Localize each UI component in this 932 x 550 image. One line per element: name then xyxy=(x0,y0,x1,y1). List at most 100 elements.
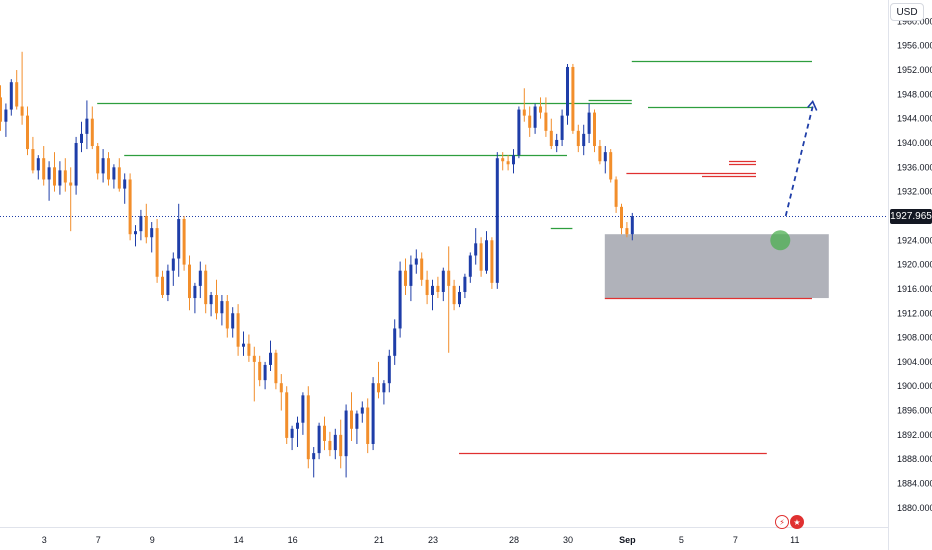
candle[interactable] xyxy=(420,252,424,286)
candle[interactable] xyxy=(171,252,175,286)
candle[interactable] xyxy=(603,146,607,174)
candle[interactable] xyxy=(123,173,127,204)
candle[interactable] xyxy=(630,212,634,241)
candle[interactable] xyxy=(285,386,289,444)
events-badges[interactable]: ⚡ ★ xyxy=(775,515,804,529)
candle[interactable] xyxy=(328,431,332,457)
candle[interactable] xyxy=(560,109,564,147)
candle[interactable] xyxy=(549,118,553,150)
candle[interactable] xyxy=(458,285,461,308)
candle[interactable] xyxy=(355,410,359,444)
candle[interactable] xyxy=(474,228,478,265)
candle[interactable] xyxy=(139,209,143,241)
us-flag-icon[interactable]: ★ xyxy=(790,515,804,529)
candle[interactable] xyxy=(290,425,294,451)
candle[interactable] xyxy=(4,103,8,137)
candle[interactable] xyxy=(441,267,445,302)
candle[interactable] xyxy=(279,374,283,411)
candle[interactable] xyxy=(409,255,413,302)
candle[interactable] xyxy=(501,152,505,171)
candle[interactable] xyxy=(533,103,537,134)
candle[interactable] xyxy=(598,139,602,165)
candle[interactable] xyxy=(571,63,575,134)
candle[interactable] xyxy=(31,136,35,174)
candle[interactable] xyxy=(74,136,78,195)
candle[interactable] xyxy=(269,340,272,372)
candle[interactable] xyxy=(80,121,83,153)
candle[interactable] xyxy=(252,346,256,402)
candle[interactable] xyxy=(155,219,159,283)
candle[interactable] xyxy=(625,222,629,238)
demand-zone[interactable] xyxy=(604,234,829,299)
candle[interactable] xyxy=(463,273,467,299)
candle[interactable] xyxy=(236,304,240,356)
target-marker[interactable] xyxy=(770,230,791,251)
candle[interactable] xyxy=(431,279,434,311)
candle[interactable] xyxy=(225,295,229,338)
candle[interactable] xyxy=(479,237,483,277)
candle[interactable] xyxy=(144,203,148,244)
candle[interactable] xyxy=(296,416,299,448)
candle[interactable] xyxy=(112,164,116,189)
candle[interactable] xyxy=(360,401,364,423)
candle[interactable] xyxy=(517,106,521,159)
candle[interactable] xyxy=(198,261,202,299)
candle[interactable] xyxy=(468,252,472,283)
candle[interactable] xyxy=(215,279,218,320)
candle[interactable] xyxy=(490,237,494,289)
candle[interactable] xyxy=(512,149,515,174)
candle[interactable] xyxy=(47,161,51,201)
candle[interactable] xyxy=(544,97,548,137)
projection-arrow[interactable] xyxy=(784,106,814,217)
candle[interactable] xyxy=(382,380,386,405)
candle[interactable] xyxy=(620,203,623,235)
candle[interactable] xyxy=(528,106,532,137)
candle[interactable] xyxy=(274,349,278,390)
candle[interactable] xyxy=(587,103,591,143)
candle[interactable] xyxy=(377,361,380,399)
candle[interactable] xyxy=(15,70,19,110)
candle[interactable] xyxy=(85,100,89,150)
candle[interactable] xyxy=(242,331,245,356)
candle[interactable] xyxy=(312,447,316,478)
candle[interactable] xyxy=(506,155,510,171)
candle[interactable] xyxy=(447,246,451,353)
candle[interactable] xyxy=(371,377,375,451)
candle[interactable] xyxy=(539,97,542,119)
candle[interactable] xyxy=(193,282,197,314)
candle[interactable] xyxy=(323,416,326,451)
candle[interactable] xyxy=(333,428,337,460)
candle[interactable] xyxy=(231,307,235,338)
candle[interactable] xyxy=(436,276,440,299)
candle[interactable] xyxy=(96,142,100,180)
candle[interactable] xyxy=(344,404,348,478)
candle[interactable] xyxy=(350,392,353,441)
candle[interactable] xyxy=(387,349,391,393)
candle[interactable] xyxy=(107,152,110,186)
candle[interactable] xyxy=(9,79,13,116)
candle[interactable] xyxy=(398,261,402,338)
candle[interactable] xyxy=(522,88,526,122)
candle[interactable] xyxy=(20,51,24,125)
candle[interactable] xyxy=(204,264,208,314)
candle[interactable] xyxy=(128,173,132,241)
candle[interactable] xyxy=(36,155,40,180)
candle[interactable] xyxy=(90,106,94,150)
candle[interactable] xyxy=(177,203,181,277)
candle[interactable] xyxy=(593,109,596,153)
currency-selector[interactable]: USD xyxy=(890,3,924,21)
candle[interactable] xyxy=(366,398,370,454)
candle[interactable] xyxy=(339,419,343,469)
candle[interactable] xyxy=(258,355,262,387)
candle[interactable] xyxy=(317,422,321,460)
candle[interactable] xyxy=(614,176,618,213)
candle[interactable] xyxy=(452,279,456,311)
candle[interactable] xyxy=(53,152,56,192)
candle[interactable] xyxy=(117,158,121,192)
candle[interactable] xyxy=(263,361,267,390)
candle[interactable] xyxy=(566,63,569,125)
candle[interactable] xyxy=(425,270,429,305)
candle[interactable] xyxy=(301,392,305,435)
